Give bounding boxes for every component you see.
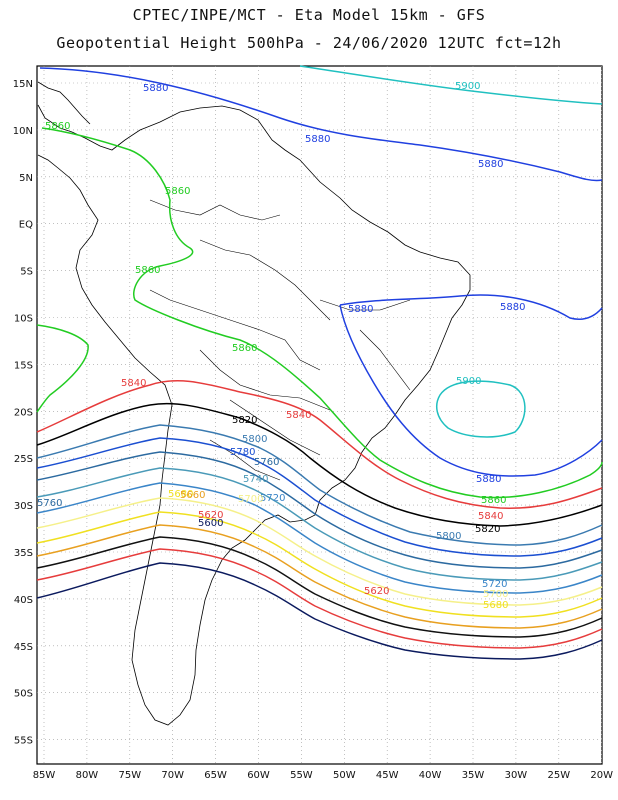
lat-label: 15N [13,79,33,90]
lon-label: 45W [376,770,399,781]
lat-label: 35S [14,548,33,559]
contour-5660 [36,524,603,629]
country-borders [149,199,411,481]
contour-label: 5720 [260,493,285,504]
contour-label: 5680 [168,489,193,500]
contour-label: 5700 [238,494,263,505]
contour-5900-atlantic-cell [435,380,526,438]
contour-label: 5880 [348,304,373,315]
contour-label: 5880 [478,159,503,170]
contour-5760 [36,451,603,569]
lat-label: 10S [14,314,33,325]
contour-label: 5880 [143,83,168,94]
contour-label: 5860 [165,186,190,197]
contour-label: 5720 [482,579,507,590]
lat-label: 25S [14,454,33,465]
lat-label: 30S [14,501,33,512]
contour-label: 5760 [254,457,279,468]
lat-label: 55S [14,736,33,747]
contour-label: 5880 [476,474,501,485]
lon-label: 75W [118,770,141,781]
contour-label: 5860 [135,265,160,276]
contour-5880-north [39,67,603,182]
lon-label: 55W [290,770,313,781]
latitude-labels: 15N 10N 5N EQ 5S 10S 15S 20S 25S 30S 35S 40S 45S 50S 5… [13,79,33,747]
contour-5720 [36,482,603,594]
lat-label: 20S [14,407,33,418]
contour-label: 5860 [45,121,70,132]
lon-label: 60W [247,770,270,781]
contour-label: 5840 [121,378,146,389]
contour-5820 [36,402,603,527]
contour-label: 5700 [483,589,508,600]
contour-label: 5880 [305,134,330,145]
contour-label: 5860 [232,343,257,354]
contour-5840 [36,380,603,510]
contour-label: 5800 [242,434,267,445]
lon-label: 40W [419,770,442,781]
map-title-line2: Geopotential Height 500hPa - 24/06/2020 … [56,34,562,52]
lon-label: 25W [547,770,570,781]
lon-label: 85W [33,770,56,781]
contour-label: 5800 [436,531,461,542]
lon-label: 50W [333,770,356,781]
central-america-coast [37,81,91,125]
lat-label: 50S [14,689,33,700]
contour-5780 [36,437,603,557]
contour-labels: 5880 5900 5860 5880 5880 5860 5860 5880 … [37,81,525,611]
contour-label: 5680 [483,600,508,611]
contour-label: 5820 [232,415,257,426]
lat-label: 45S [14,642,33,653]
lon-label: 35W [462,770,485,781]
contour-label: 5780 [230,447,255,458]
contour-label: 5840 [478,511,503,522]
contour-label: 5860 [481,495,506,506]
coastlines [37,81,471,726]
lat-lon-grid [37,66,603,764]
contour-5900-north [299,65,603,105]
contour-label: 5620 [198,510,223,521]
contour-label: 5820 [475,524,500,535]
contour-5600 [36,562,603,660]
lat-label: EQ [19,220,33,231]
lon-label: 65W [204,770,227,781]
longitude-labels: 85W 80W 75W 70W 65W 60W 55W 50W 45W 40W 35W 30W 25W 2… [33,770,613,781]
south-america-coast [37,104,471,726]
contour-label: 5760 [37,498,62,509]
contour-label: 5660 [180,490,205,501]
lon-label: 20W [590,770,613,781]
contour-label: 5620 [364,586,389,597]
lat-label: 5N [19,173,33,184]
contour-label: 5840 [286,410,311,421]
lon-label: 80W [76,770,99,781]
lon-label: 70W [161,770,184,781]
map-title-line1: CPTEC/INPE/MCT - Eta Model 15km - GFS [132,6,486,24]
contour-5860-main [41,127,603,499]
contour-5700 [36,497,603,606]
contour-5740 [36,467,603,581]
lat-label: 10N [13,126,33,137]
contour-label: 5900 [455,81,480,92]
lat-label: 40S [14,595,33,606]
contour-label: 5900 [456,376,481,387]
contour-label: 5600 [198,518,223,529]
contour-5880-mid [339,294,603,320]
height-contours [36,65,603,660]
lon-label: 30W [505,770,528,781]
contour-label: 5740 [243,474,268,485]
lat-label: 15S [14,360,33,371]
contour-5620 [36,548,603,649]
contour-5860-west [36,324,89,413]
contour-5680 [36,511,603,618]
contour-5880-south [339,304,603,477]
contour-5640 [36,536,603,638]
contour-5800 [36,424,603,546]
contour-label: 5880 [500,302,525,313]
lat-label: 5S [20,267,33,278]
